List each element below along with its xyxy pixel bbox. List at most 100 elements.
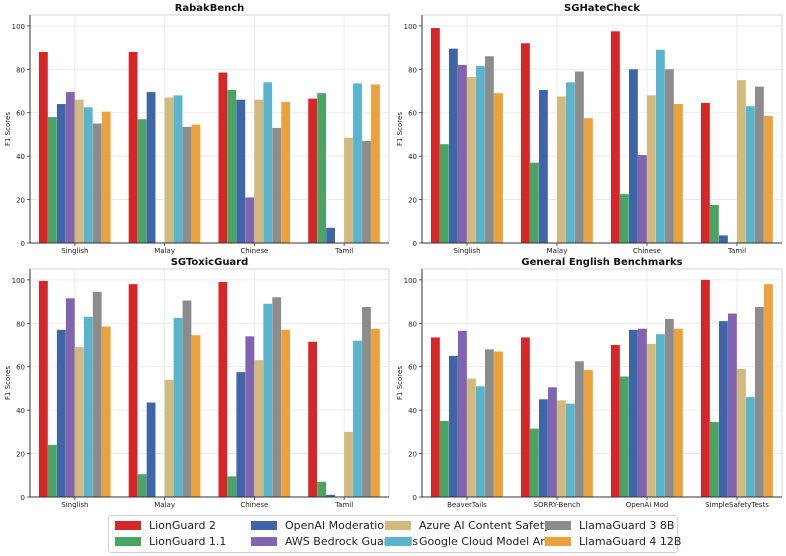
- bar-llamaguard-3-8b-chinese: [272, 127, 282, 243]
- bar-lionguard-2-malay: [521, 43, 530, 244]
- bar-azure-ai-content-safety-openai-mod: [647, 343, 656, 497]
- y-tick-label: 100: [12, 277, 25, 285]
- legend-label: LlamaGuard 4 12B: [579, 535, 682, 548]
- bar-openai-moderation-malay: [146, 402, 156, 497]
- y-tick-label: 0: [21, 240, 25, 248]
- bar-google-cloud-model-armor-chinese: [263, 303, 273, 497]
- y-tick-label: 40: [408, 153, 417, 161]
- bar-llamaguard-4-12b-singlish: [494, 93, 503, 243]
- bar-llamaguard-3-8b-malay: [182, 300, 192, 497]
- bar-lionguard-2-singlish: [38, 51, 48, 243]
- chart-title: SGHateCheck: [564, 3, 640, 14]
- x-tick-label: Chinese: [240, 247, 268, 255]
- bar-llamaguard-3-8b-tamil: [362, 140, 371, 243]
- x-tick-label: Singlish: [61, 501, 88, 509]
- bar-aws-bedrock-guardrails-openai-mod: [638, 328, 647, 497]
- y-tick-label: 60: [16, 364, 25, 372]
- y-tick-label: 80: [408, 320, 417, 328]
- y-axis-label: F1 Scores: [4, 366, 12, 400]
- bar-azure-ai-content-safety-tamil: [737, 80, 746, 243]
- x-tick-label: Singlish: [61, 247, 88, 255]
- x-tick-label: Chinese: [240, 501, 268, 509]
- x-tick-label: BeaverTails: [447, 501, 487, 509]
- bar-lionguard-2-openai-mod: [611, 345, 620, 497]
- bar-openai-moderation-chinese: [629, 69, 638, 243]
- bar-aws-bedrock-guardrails-chinese: [245, 197, 255, 243]
- bar-lionguard-1-1-beavertails: [440, 421, 449, 497]
- bar-llamaguard-4-12b-beavertails: [494, 351, 503, 497]
- bar-llamaguard-3-8b-singlish: [485, 56, 494, 244]
- bar-azure-ai-content-safety-singlish: [74, 347, 84, 497]
- bar-lionguard-1-1-singlish: [47, 117, 57, 243]
- bar-llamaguard-3-8b-sorry-bench: [575, 361, 584, 497]
- legend-item-openai-moderation: OpenAI Moderation: [251, 519, 391, 532]
- y-tick-label: 80: [408, 66, 417, 74]
- bar-openai-moderation-chinese: [236, 372, 246, 497]
- legend-item-llamaguard-3-8b: LlamaGuard 3 8B: [545, 519, 674, 532]
- bar-llamaguard-4-12b-singlish: [101, 326, 111, 497]
- legend-item-azure-ai-content-safety: Azure AI Content Safety: [385, 519, 551, 532]
- bar-lionguard-1-1-chinese: [227, 89, 237, 243]
- bar-azure-ai-content-safety-sorry-bench: [557, 400, 566, 497]
- y-tick-label: 0: [413, 494, 417, 502]
- bar-google-cloud-model-armor-tamil: [353, 83, 362, 244]
- bar-llamaguard-4-12b-malay: [191, 335, 201, 497]
- bar-aws-bedrock-guardrails-singlish: [65, 298, 75, 497]
- bar-lionguard-1-1-tamil: [710, 205, 719, 243]
- legend-swatch: [115, 537, 141, 546]
- legend: LionGuard 2 LionGuard 1.1 OpenAI Moderatio…: [108, 515, 682, 553]
- legend-swatch: [545, 537, 571, 546]
- bar-llamaguard-3-8b-malay: [575, 71, 584, 244]
- bar-llamaguard-4-12b-tamil: [371, 84, 380, 244]
- bar-google-cloud-model-armor-malay: [173, 95, 183, 243]
- legend-label: OpenAI Moderation: [285, 519, 391, 532]
- y-tick-label: 100: [404, 277, 417, 285]
- x-tick-label: SORRY-Bench: [534, 501, 581, 509]
- bar-azure-ai-content-safety-tamil: [344, 431, 353, 497]
- bar-azure-ai-content-safety-malay: [557, 96, 566, 244]
- bar-google-cloud-model-armor-beavertails: [476, 386, 485, 497]
- bar-google-cloud-model-armor-tamil: [353, 340, 362, 497]
- chart-title: SGToxicGuard: [171, 257, 249, 268]
- legend-item-lionguard-2: LionGuard 2: [115, 519, 216, 532]
- bar-llamaguard-3-8b-openai-mod: [665, 318, 674, 497]
- bar-openai-moderation-openai-mod: [629, 329, 638, 497]
- bar-google-cloud-model-armor-chinese: [263, 82, 273, 243]
- bar-llamaguard-3-8b-chinese: [665, 69, 674, 243]
- bar-llamaguard-4-12b-tamil: [371, 328, 380, 497]
- bar-lionguard-2-simplesafetytests: [701, 279, 710, 497]
- y-tick-label: 60: [16, 110, 25, 118]
- x-tick-label: Tamil: [334, 501, 353, 509]
- y-tick-label: 100: [12, 23, 25, 31]
- bar-lionguard-1-1-chinese: [227, 476, 237, 497]
- legend-label: LlamaGuard 3 8B: [579, 519, 675, 532]
- x-tick-label: Tamil: [334, 247, 353, 255]
- bar-google-cloud-model-armor-tamil: [746, 106, 755, 243]
- y-tick-label: 100: [404, 23, 417, 31]
- bar-google-cloud-model-armor-malay: [173, 317, 183, 497]
- bar-llamaguard-3-8b-beavertails: [485, 349, 494, 497]
- bar-openai-moderation-chinese: [236, 99, 246, 243]
- y-tick-label: 20: [408, 197, 417, 205]
- bar-lionguard-2-singlish: [38, 280, 48, 497]
- bar-lionguard-1-1-malay: [137, 474, 147, 497]
- bar-aws-bedrock-guardrails-chinese: [638, 155, 647, 243]
- bar-openai-moderation-beavertails: [449, 355, 458, 497]
- bar-aws-bedrock-guardrails-singlish: [65, 92, 75, 243]
- bar-openai-moderation-malay: [539, 89, 548, 243]
- bar-openai-moderation-tamil: [326, 494, 335, 497]
- bar-llamaguard-3-8b-tamil: [362, 307, 371, 497]
- legend-swatch: [385, 537, 411, 546]
- legend-label: LionGuard 2: [149, 519, 216, 532]
- bar-lionguard-2-tamil: [308, 341, 318, 497]
- y-tick-label: 20: [16, 197, 25, 205]
- bar-lionguard-1-1-tamil: [317, 93, 326, 243]
- bar-openai-moderation-singlish: [56, 104, 66, 243]
- bar-aws-bedrock-guardrails-chinese: [245, 336, 255, 497]
- bar-azure-ai-content-safety-beavertails: [467, 378, 476, 497]
- bar-google-cloud-model-armor-singlish: [476, 66, 485, 243]
- legend-item-lionguard-1-1: LionGuard 1.1: [115, 535, 226, 548]
- legend-label: Google Cloud Model Armor: [419, 535, 567, 548]
- bar-azure-ai-content-safety-malay: [164, 379, 174, 497]
